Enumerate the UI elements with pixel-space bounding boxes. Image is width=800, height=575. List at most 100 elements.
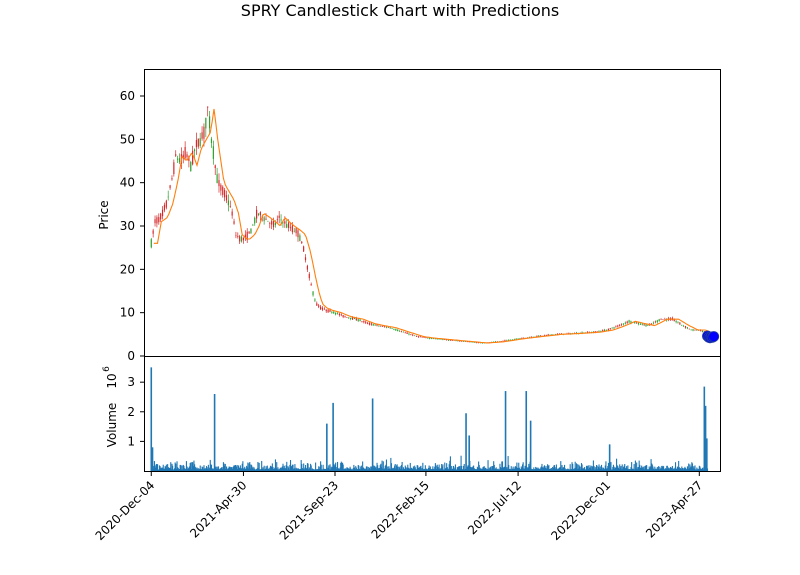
volume-bar bbox=[308, 469, 310, 471]
volume-bar bbox=[264, 469, 266, 471]
volume-bar bbox=[333, 466, 335, 471]
volume-bar bbox=[379, 465, 381, 471]
volume-bar bbox=[308, 467, 310, 471]
volume-bar bbox=[262, 467, 264, 471]
candle-body bbox=[600, 330, 602, 332]
volume-bar bbox=[535, 466, 537, 471]
candle-body bbox=[515, 338, 517, 340]
volume-bar bbox=[172, 465, 174, 471]
volume-bar bbox=[471, 467, 473, 471]
candle-body bbox=[225, 195, 228, 201]
volume-bar bbox=[541, 463, 543, 471]
volume-bar bbox=[599, 466, 601, 471]
candle-body bbox=[348, 317, 350, 319]
candle-body bbox=[329, 309, 331, 312]
volume-bar bbox=[454, 464, 456, 471]
volume-bar bbox=[439, 469, 441, 471]
volume-bar bbox=[471, 467, 473, 471]
volume-bar bbox=[236, 469, 238, 471]
candle-body bbox=[336, 313, 339, 314]
volume-bar bbox=[643, 466, 645, 471]
volume-bar bbox=[664, 468, 666, 471]
volume-bar bbox=[323, 468, 325, 471]
volume-bar bbox=[206, 467, 208, 471]
volume-bar bbox=[251, 465, 253, 471]
candle-body bbox=[538, 335, 540, 337]
volume-bar bbox=[546, 465, 548, 471]
volume-bar bbox=[638, 460, 640, 471]
candle-body bbox=[613, 327, 615, 329]
volume-bar bbox=[593, 465, 595, 471]
volume-bar bbox=[339, 467, 341, 471]
price-y-axis: 0 10 20 30 40 50 60 bbox=[120, 89, 145, 363]
candle-body bbox=[212, 146, 214, 159]
candle-body bbox=[400, 331, 403, 332]
volume-bar bbox=[413, 468, 415, 471]
volume-bar bbox=[455, 469, 457, 471]
candle-body bbox=[216, 174, 218, 184]
volume-bar bbox=[601, 469, 603, 471]
volume-bar bbox=[550, 468, 552, 471]
volume-bar bbox=[496, 469, 498, 471]
candle-body bbox=[660, 319, 662, 320]
candle-body bbox=[543, 335, 546, 336]
trend-line-series bbox=[153, 108, 709, 344]
volume-bar bbox=[177, 467, 179, 471]
volume-bar bbox=[534, 469, 536, 471]
candle-body bbox=[208, 116, 211, 129]
volume-bar bbox=[263, 469, 265, 471]
candle-body bbox=[684, 326, 687, 328]
volume-bar bbox=[509, 468, 511, 471]
candle-body bbox=[359, 319, 361, 322]
candle-body bbox=[519, 338, 521, 339]
volume-bar bbox=[363, 468, 365, 471]
volume-bar bbox=[582, 468, 584, 471]
volume-bar bbox=[594, 467, 596, 471]
volume-bar bbox=[422, 462, 424, 471]
price-y-tick-label: 30 bbox=[120, 219, 135, 233]
volume-bar bbox=[639, 467, 641, 471]
volume-bar bbox=[154, 465, 156, 471]
volume-bar bbox=[700, 468, 702, 471]
volume-bar bbox=[247, 462, 249, 471]
volume-bar bbox=[207, 464, 209, 471]
volume-bar bbox=[184, 468, 186, 471]
candle-body bbox=[335, 312, 337, 315]
candle-body bbox=[502, 340, 504, 342]
volume-spike-bar bbox=[371, 398, 374, 471]
volume-bar bbox=[645, 465, 647, 471]
volume-bar bbox=[681, 467, 683, 471]
volume-bar bbox=[664, 468, 667, 471]
volume-bar bbox=[385, 459, 388, 471]
volume-bar bbox=[399, 469, 401, 471]
volume-bar bbox=[437, 468, 440, 471]
volume-bar bbox=[404, 469, 406, 471]
volume-bar bbox=[663, 466, 665, 471]
x-tick-label: 2022-Feb-15 bbox=[369, 478, 432, 541]
candle-body bbox=[615, 326, 617, 328]
volume-bar bbox=[523, 468, 525, 471]
volume-bar bbox=[167, 466, 169, 471]
volume-y-tick-label: 3 bbox=[127, 375, 135, 389]
candle-body bbox=[161, 209, 164, 217]
volume-bar bbox=[210, 464, 212, 471]
volume-bar bbox=[373, 465, 375, 471]
volume-bar bbox=[392, 468, 394, 471]
volume-bar bbox=[222, 462, 224, 471]
volume-bar bbox=[291, 466, 293, 471]
candle-body bbox=[184, 147, 186, 159]
candle-body bbox=[178, 158, 181, 163]
volume-bar bbox=[158, 465, 161, 471]
volume-bar bbox=[456, 467, 458, 471]
volume-bar bbox=[388, 466, 390, 471]
volume-bar bbox=[424, 465, 426, 471]
volume-bar bbox=[548, 465, 550, 471]
volume-bar bbox=[192, 462, 194, 471]
volume-bar bbox=[674, 462, 677, 471]
volume-bar bbox=[650, 459, 652, 471]
candle-body bbox=[425, 337, 427, 339]
candle-body bbox=[323, 308, 325, 310]
volume-bar bbox=[394, 465, 396, 471]
volume-bar bbox=[225, 468, 227, 471]
volume-bar bbox=[528, 466, 530, 471]
